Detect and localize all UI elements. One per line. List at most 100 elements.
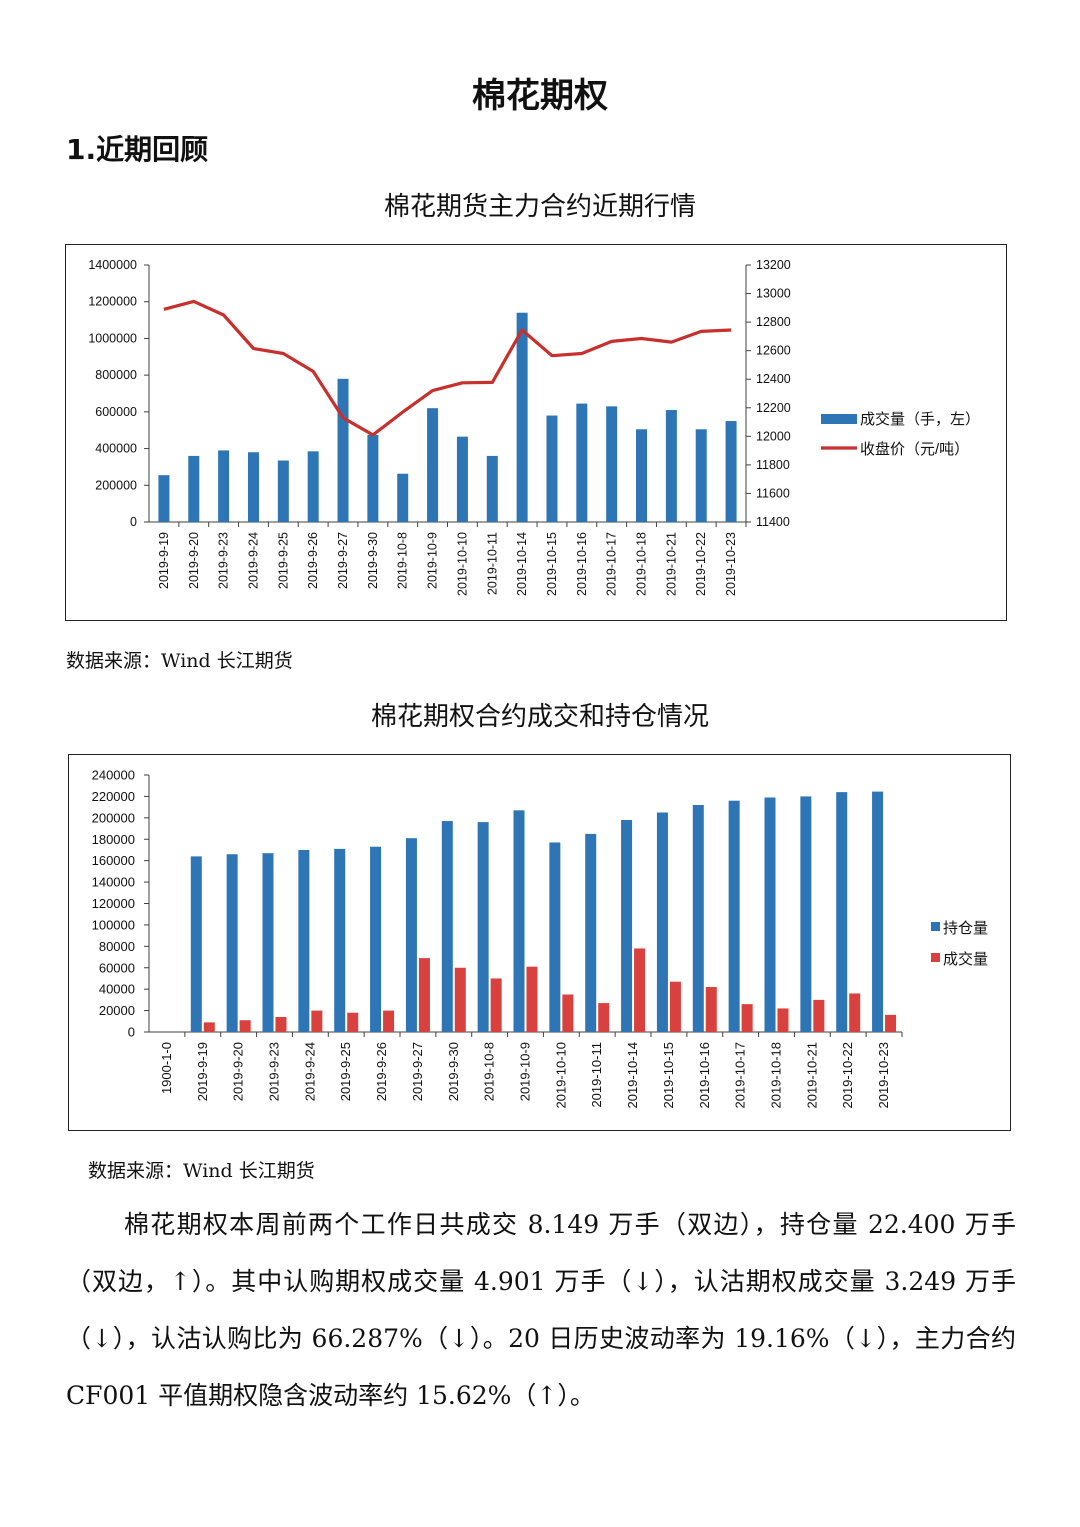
right-tick-label: 12600 bbox=[756, 344, 791, 358]
x-tick-label: 2019-9-26 bbox=[306, 532, 320, 589]
right-tick-label: 12400 bbox=[756, 372, 791, 386]
volume-bar bbox=[636, 429, 648, 522]
open-interest-bar bbox=[585, 833, 597, 1032]
close-price-line bbox=[163, 299, 732, 437]
open-interest-bar bbox=[800, 796, 812, 1032]
x-tick-label: 2019-10-22 bbox=[840, 1042, 855, 1109]
x-tick-label: 2019-10-22 bbox=[694, 532, 708, 596]
volume-bar bbox=[725, 421, 737, 522]
open-interest-bar bbox=[621, 819, 633, 1032]
volume-bar bbox=[307, 451, 319, 522]
volume-bar bbox=[427, 408, 439, 522]
x-tick-label: 2019-9-23 bbox=[267, 1042, 282, 1101]
open-interest-bar bbox=[477, 822, 489, 1032]
x-tick-label: 2019-9-26 bbox=[374, 1042, 389, 1101]
x-tick-label: 2019-9-27 bbox=[336, 532, 350, 589]
volume-bar bbox=[218, 450, 230, 522]
open-interest-bar bbox=[405, 838, 417, 1032]
open-interest-bar bbox=[334, 848, 346, 1032]
legend-volume-swatch bbox=[821, 414, 857, 424]
x-tick-label: 2019-10-9 bbox=[426, 532, 440, 589]
futures-price-volume-chart: 0 200000 400000 600000 800000 1000000 1200000 1… bbox=[88, 258, 980, 596]
option-volume-bar bbox=[849, 993, 861, 1032]
left-tick-label: 800000 bbox=[95, 368, 137, 382]
left-tick-label: 200000 bbox=[95, 478, 137, 492]
open-interest-bar bbox=[226, 854, 238, 1032]
x-tick-label: 2019-9-24 bbox=[246, 532, 260, 589]
y-tick-label: 80000 bbox=[99, 939, 135, 954]
legend-oi-swatch bbox=[931, 922, 940, 931]
x-tick-label: 2019-10-11 bbox=[589, 1042, 604, 1108]
legend-volume-swatch bbox=[931, 953, 940, 962]
x-tick-label: 2019-10-14 bbox=[515, 532, 529, 596]
x-tick-label: 2019-10-17 bbox=[605, 532, 619, 596]
volume-bar bbox=[486, 455, 498, 522]
volume-bar bbox=[516, 312, 528, 522]
volume-bar bbox=[397, 473, 409, 522]
chart1-frame: 0 200000 400000 600000 800000 1000000 1200000 1… bbox=[65, 244, 1007, 621]
open-interest-bar bbox=[262, 853, 274, 1032]
open-interest-bar bbox=[513, 810, 525, 1032]
chart1-title: 棉花期货主力合约近期行情 bbox=[383, 192, 696, 222]
document-title: 棉花期权 bbox=[472, 76, 608, 116]
left-tick-label: 400000 bbox=[95, 442, 137, 456]
x-tick-label: 2019-10-23 bbox=[724, 532, 738, 596]
x-tick-label: 2019-9-27 bbox=[410, 1042, 425, 1101]
volume-bar bbox=[546, 415, 558, 522]
open-interest-bar bbox=[764, 797, 776, 1032]
x-tick-label: 2019-9-23 bbox=[217, 532, 231, 589]
volume-bar bbox=[576, 403, 588, 522]
x-tick-label: 2019-10-14 bbox=[625, 1042, 640, 1109]
open-interest-bar bbox=[656, 812, 668, 1032]
right-tick-label: 12200 bbox=[756, 401, 791, 415]
left-tick-label: 1400000 bbox=[88, 258, 137, 272]
x-tick-label: 2019-10-17 bbox=[733, 1042, 748, 1109]
option-volume-bar bbox=[562, 994, 574, 1032]
left-tick-label: 0 bbox=[130, 515, 137, 529]
right-tick-label: 11800 bbox=[756, 458, 790, 472]
open-interest-bar bbox=[370, 846, 382, 1032]
x-tick-label: 2019-10-21 bbox=[804, 1042, 819, 1109]
y-tick-label: 240000 bbox=[92, 768, 135, 783]
y-tick-label: 20000 bbox=[99, 1003, 135, 1018]
chart1-source: 数据来源：Wind 长江期货 bbox=[66, 650, 293, 672]
volume-bar bbox=[158, 475, 170, 522]
y-tick-label: 0 bbox=[128, 1025, 135, 1040]
y-tick-label: 200000 bbox=[92, 810, 135, 825]
x-tick-label: 2019-10-10 bbox=[455, 532, 469, 596]
x-tick-label: 2019-9-25 bbox=[276, 532, 290, 589]
option-volume-bar bbox=[203, 1022, 215, 1032]
volume-bar bbox=[188, 455, 200, 522]
y-tick-label: 40000 bbox=[99, 982, 135, 997]
open-interest-bar bbox=[298, 849, 310, 1032]
left-tick-label: 1000000 bbox=[88, 331, 137, 345]
option-volume-bar bbox=[634, 948, 646, 1032]
y-tick-label: 220000 bbox=[92, 789, 135, 804]
volume-bar bbox=[277, 460, 289, 522]
summary-paragraph: 棉花期权本周前两个工作日共成交 8.149 万手（双边），持仓量 22.400 … bbox=[66, 1210, 1016, 1410]
x-tick-label: 2019-9-20 bbox=[231, 1042, 246, 1101]
option-volume-bar bbox=[598, 1003, 610, 1032]
legend-volume-label: 成交量（手，左） bbox=[860, 410, 980, 428]
option-volume-bar bbox=[275, 1017, 287, 1032]
legend-price-label: 收盘价（元/吨） bbox=[860, 440, 969, 458]
section-heading: 1.近期回顾 bbox=[66, 133, 209, 166]
option-volume-bar bbox=[526, 966, 538, 1032]
y-tick-label: 140000 bbox=[92, 875, 135, 890]
volume-bar bbox=[695, 429, 707, 522]
x-tick-label: 2019-10-8 bbox=[482, 1042, 497, 1101]
volume-bar bbox=[247, 452, 259, 522]
x-tick-label: 2019-10-10 bbox=[553, 1042, 568, 1109]
x-tick-label: 2019-10-9 bbox=[518, 1042, 533, 1101]
x-tick-label: 1900-1-0 bbox=[159, 1042, 174, 1094]
x-tick-label: 2019-10-15 bbox=[661, 1042, 676, 1109]
left-tick-label: 1200000 bbox=[88, 295, 137, 309]
x-tick-label: 2019-9-30 bbox=[446, 1042, 461, 1101]
option-volume-bar bbox=[454, 967, 466, 1032]
x-tick-label: 2019-9-24 bbox=[302, 1042, 317, 1101]
option-volume-bar bbox=[741, 1004, 753, 1032]
open-interest-bar bbox=[549, 842, 561, 1032]
option-volume-bar bbox=[383, 1010, 395, 1032]
x-tick-label: 2019-9-19 bbox=[157, 532, 171, 589]
left-tick-label: 600000 bbox=[95, 405, 137, 419]
